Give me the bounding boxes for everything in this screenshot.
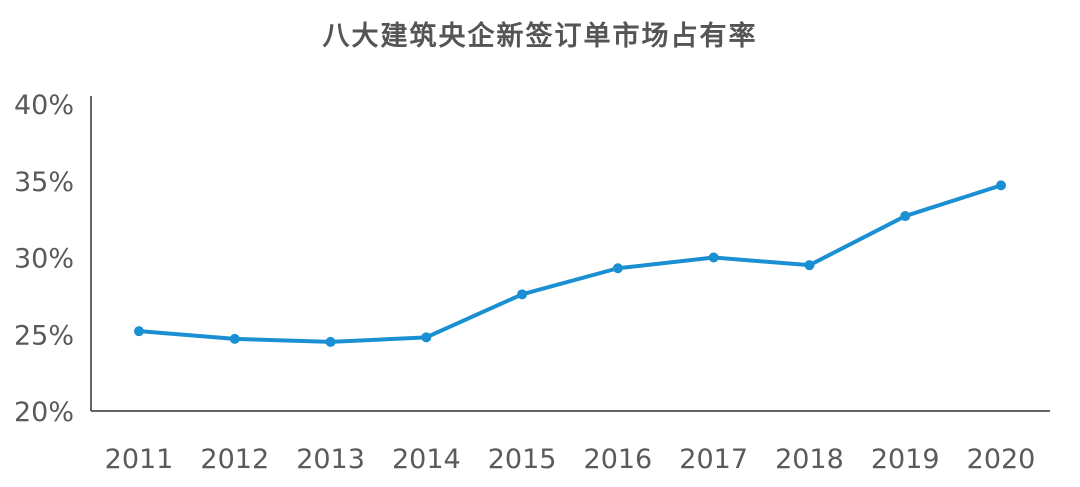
x-tick-label: 2016: [584, 444, 653, 475]
x-tick-label: 2013: [296, 444, 365, 475]
x-tick-label: 2017: [679, 444, 748, 475]
data-point: [421, 332, 432, 343]
chart-title: 八大建筑央企新签订单市场占有率: [322, 21, 758, 52]
data-point: [708, 252, 719, 263]
y-axis-ticks: 20% 25% 30% 35% 40%: [14, 90, 74, 428]
x-tick-label: 2012: [200, 444, 269, 475]
x-tick-label: 2018: [775, 444, 844, 475]
y-tick-label: 40%: [14, 90, 74, 121]
x-tick-label: 2014: [392, 444, 461, 475]
x-tick-label: 2011: [105, 444, 174, 475]
data-point: [134, 326, 144, 337]
axes: [90, 96, 1050, 412]
series-line: [137, 183, 1003, 344]
data-point: [996, 180, 1006, 191]
data-point: [517, 289, 528, 300]
data-point: [612, 263, 623, 274]
y-tick-label: 35%: [14, 167, 74, 198]
data-point: [325, 336, 336, 347]
x-tick-label: 2015: [488, 444, 557, 475]
data-point: [804, 260, 815, 271]
series: [134, 180, 1006, 347]
y-tick-label: 25%: [14, 320, 74, 351]
data-point: [229, 333, 240, 344]
y-tick-label: 30%: [14, 244, 74, 275]
x-tick-label: 2020: [967, 444, 1036, 475]
x-axis-ticks: 2011 2012 2013 2014 2015 2016 2017 2018 2019 2020: [105, 444, 1036, 475]
x-tick-label: 2019: [871, 444, 940, 475]
y-tick-label: 20%: [14, 397, 74, 428]
data-point: [900, 211, 911, 222]
